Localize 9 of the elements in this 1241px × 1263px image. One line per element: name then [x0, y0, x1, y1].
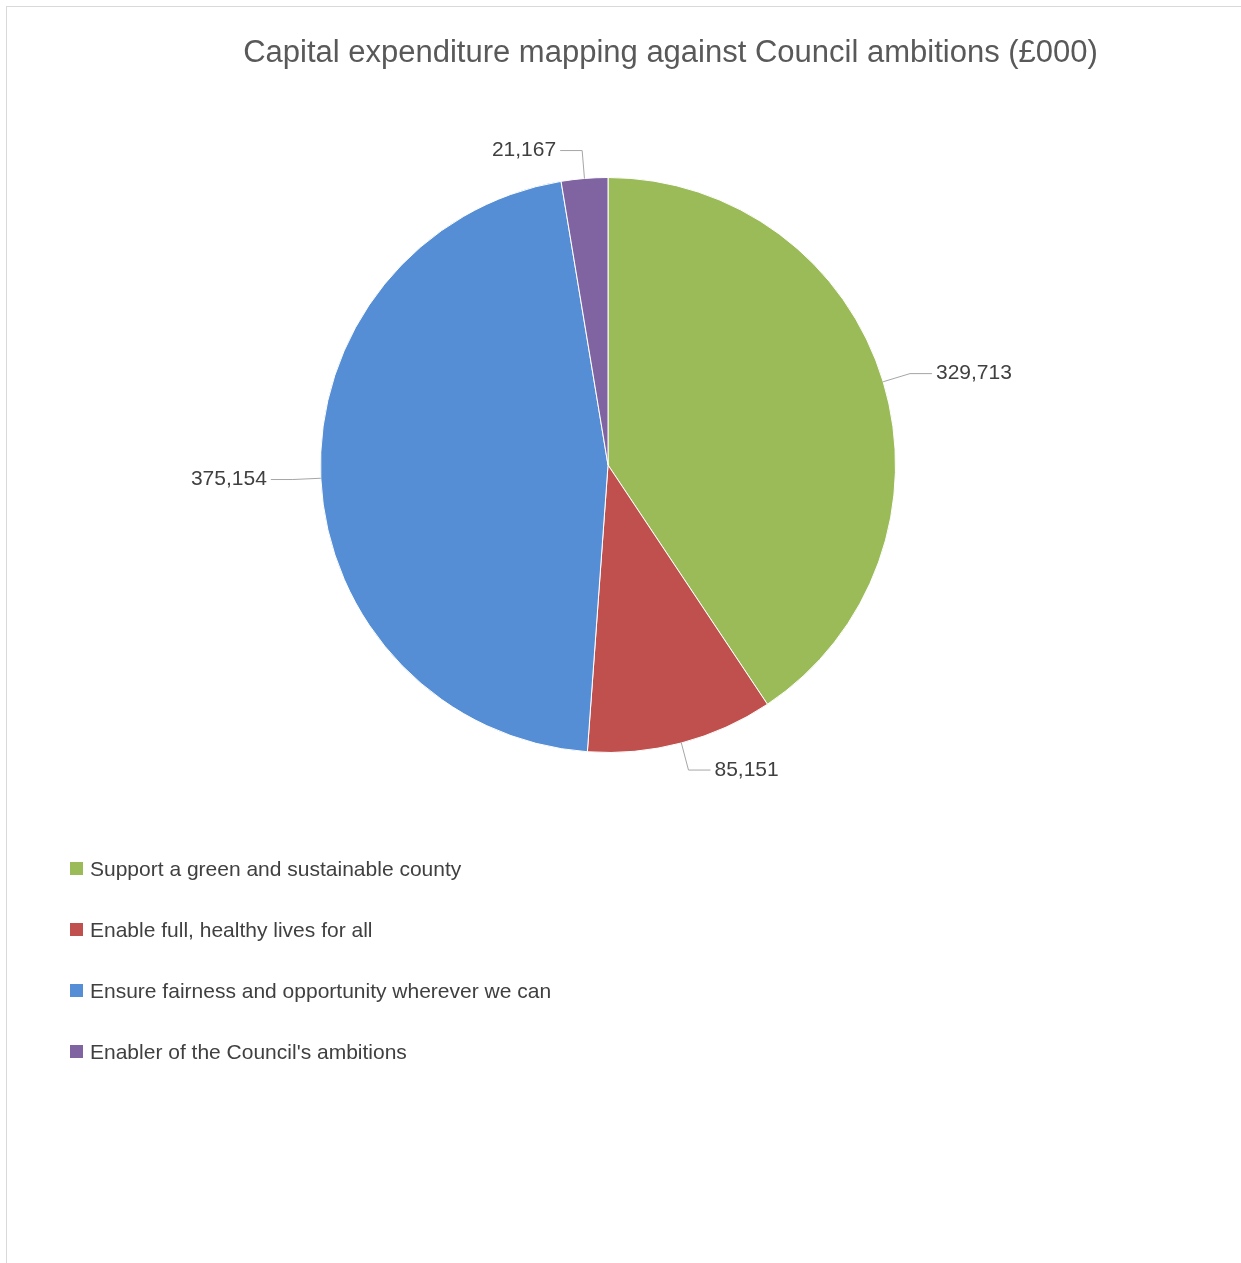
- data-label: 21,167: [491, 137, 557, 161]
- legend-label: Enable full, healthy lives for all: [90, 917, 373, 942]
- legend-label: Support a green and sustainable county: [90, 856, 462, 881]
- legend-label: Ensure fairness and opportunity wherever we can: [90, 978, 552, 1003]
- data-label: 329,713: [935, 360, 1012, 384]
- legend-label: Enabler of the Council's ambitions: [90, 1039, 407, 1064]
- data-label: 375,154: [190, 466, 268, 490]
- chart-title: Capital expenditure mapping against Council ambitions (£000): [242, 34, 1099, 70]
- data-label: 85,151: [714, 756, 779, 780]
